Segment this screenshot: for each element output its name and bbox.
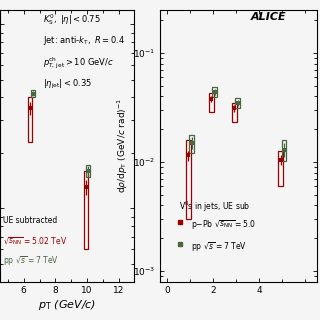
Bar [189, 135, 194, 153]
Text: pp $\sqrt{s} = 7$ TeV: pp $\sqrt{s} = 7$ TeV [191, 241, 247, 254]
Bar [31, 90, 35, 97]
Bar [232, 103, 237, 122]
Bar [212, 87, 217, 97]
Text: UE subtracted: UE subtracted [3, 216, 57, 225]
Bar [236, 98, 240, 108]
Bar [278, 151, 283, 186]
Bar [186, 140, 191, 219]
Text: ALICE: ALICE [251, 12, 287, 22]
Text: Jet: anti-$k_{\mathrm{T}},\ R = 0.4$: Jet: anti-$k_{\mathrm{T}},\ R = 0.4$ [43, 34, 125, 47]
Bar [86, 165, 90, 177]
Text: $|\eta_{\mathrm{jet}}| < 0.35$: $|\eta_{\mathrm{jet}}| < 0.35$ [43, 77, 92, 91]
Bar [28, 98, 32, 142]
Bar [84, 171, 88, 249]
Text: $p^{\mathrm{ch}}_{\mathrm{T,\,jet}} > 10$ GeV/$c$: $p^{\mathrm{ch}}_{\mathrm{T,\,jet}} > 10… [43, 56, 114, 71]
Bar [282, 140, 286, 161]
Text: $\sqrt{s_{\mathrm{NN}}} = 5.02$ TeV: $\sqrt{s_{\mathrm{NN}}} = 5.02$ TeV [3, 236, 67, 247]
Bar [209, 93, 214, 112]
Text: $K^{0}_{\mathrm{S}},\ |\eta| < 0.75$: $K^{0}_{\mathrm{S}},\ |\eta| < 0.75$ [43, 12, 101, 27]
Text: pp $\sqrt{s} = 7$ TeV: pp $\sqrt{s} = 7$ TeV [3, 254, 59, 268]
Y-axis label: d$\rho$/d$p_{\mathrm{T}}$ (GeV/$c$ rad)$^{-1}$: d$\rho$/d$p_{\mathrm{T}}$ (GeV/$c$ rad)$… [116, 98, 130, 193]
Text: p$-$Pb $\sqrt{s_{\mathrm{NN}}} = 5.0$: p$-$Pb $\sqrt{s_{\mathrm{NN}}} = 5.0$ [191, 219, 256, 233]
Text: V$^{0}$s in jets, UE sub: V$^{0}$s in jets, UE sub [179, 200, 250, 214]
X-axis label: $p_{\mathrm{T}}$ (GeV/$c$): $p_{\mathrm{T}}$ (GeV/$c$) [38, 298, 96, 312]
